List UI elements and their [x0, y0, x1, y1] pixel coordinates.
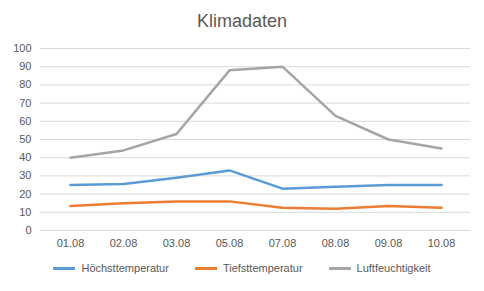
html-text:Klimadaten: Klimadaten: [197, 11, 287, 31]
svg-text:90: 90: [19, 60, 31, 72]
html-text:Tiefsttemperatur: Tiefsttemperatur: [222, 262, 303, 274]
svg-text:03.08: 03.08: [163, 237, 191, 249]
svg-text:01.08: 01.08: [57, 237, 85, 249]
html-text:Höchsttemperatur: Höchsttemperatur: [81, 262, 169, 274]
svg-text:100: 100: [13, 42, 31, 54]
svg-text:80: 80: [19, 78, 31, 90]
svg-text:20: 20: [19, 188, 31, 200]
svg-text:0: 0: [25, 224, 31, 236]
svg-text:50: 50: [19, 133, 31, 145]
svg-text:10: 10: [19, 206, 31, 218]
svg-text:30: 30: [19, 169, 31, 181]
svg-text:07.08: 07.08: [269, 237, 297, 249]
svg-text:05.08: 05.08: [216, 237, 244, 249]
svg-text:70: 70: [19, 97, 31, 109]
svg-text:10.08: 10.08: [428, 237, 456, 249]
svg-text:09.08: 09.08: [375, 237, 403, 249]
svg-text:40: 40: [19, 151, 31, 163]
html-text:Luftfeuchtigkeit: Luftfeuchtigkeit: [356, 262, 431, 274]
svg-text:08.08: 08.08: [322, 237, 350, 249]
svg-text:02.08: 02.08: [110, 237, 138, 249]
svg-text:60: 60: [19, 115, 31, 127]
